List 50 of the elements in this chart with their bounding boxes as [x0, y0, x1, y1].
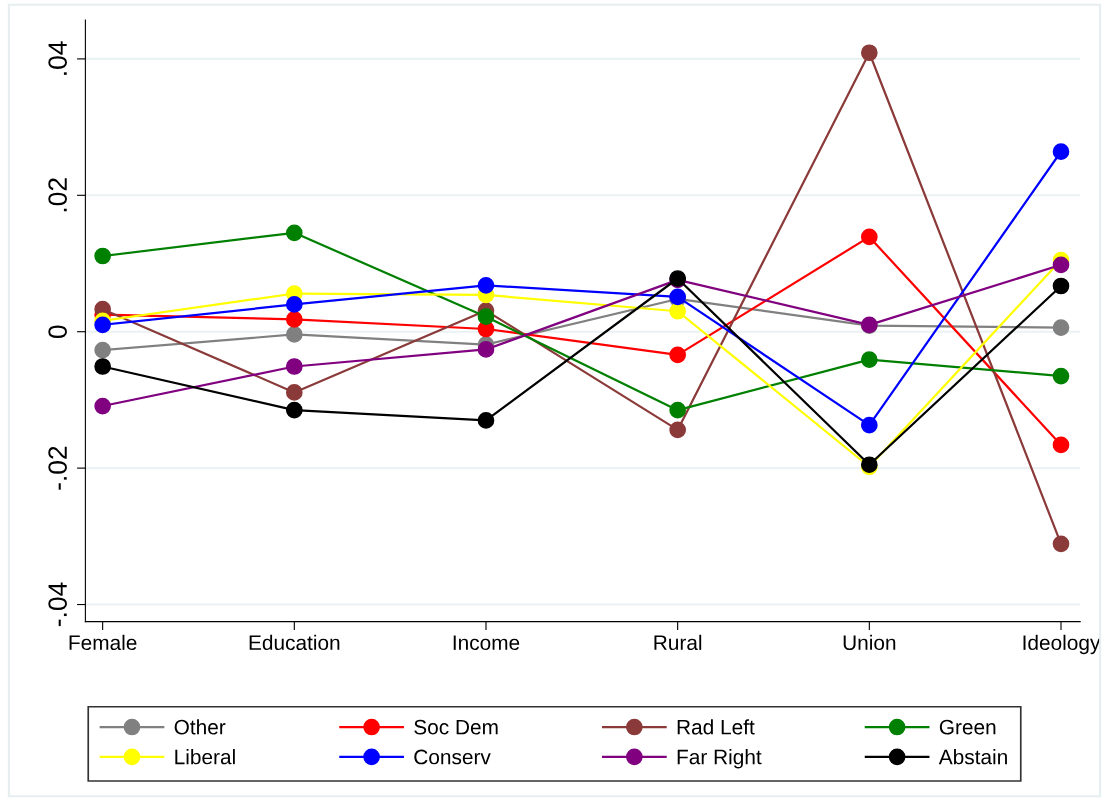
- point: [669, 401, 686, 419]
- point: [94, 397, 111, 415]
- point: [285, 296, 303, 313]
- point: [94, 316, 111, 334]
- point: [285, 224, 303, 242]
- point: [1052, 367, 1070, 385]
- legend-label: Soc Dem: [414, 719, 498, 735]
- point: [860, 44, 878, 62]
- point: [477, 308, 495, 326]
- point: [285, 358, 303, 375]
- x-tick-label: Ideology: [1023, 634, 1101, 655]
- y-tick-label: .04: [48, 41, 67, 75]
- point: [94, 247, 111, 265]
- x-tick-label: Female: [69, 634, 137, 651]
- point: [1052, 143, 1070, 160]
- x-tick-label: Education: [249, 634, 340, 651]
- point: [669, 421, 686, 439]
- legend-label: Conserv: [414, 749, 491, 765]
- legend-label: Rad Left: [677, 719, 755, 735]
- point: [285, 384, 303, 401]
- x-tick-label: Rural: [654, 634, 702, 651]
- point: [477, 412, 495, 429]
- y-tick-label: -.02: [48, 446, 67, 490]
- point: [669, 346, 686, 364]
- x-tick-label: Income: [453, 635, 520, 651]
- point: [860, 228, 878, 246]
- point: [1052, 535, 1070, 553]
- legend-label: Abstain: [938, 749, 1007, 765]
- point: [669, 302, 686, 320]
- point: [285, 401, 303, 419]
- point: [285, 311, 303, 328]
- point: [1052, 319, 1070, 336]
- legend-label: Far Right: [677, 749, 762, 769]
- point: [477, 277, 495, 294]
- point: [285, 326, 303, 343]
- y-tick-label: -.04: [48, 582, 67, 627]
- legend-label: Other: [174, 719, 226, 735]
- legend-label: Green: [939, 719, 996, 735]
- y-tick-label: 0: [48, 325, 67, 339]
- point: [1052, 277, 1070, 295]
- point: [860, 351, 878, 369]
- point: [1052, 436, 1070, 454]
- point: [860, 416, 878, 434]
- point: [94, 341, 111, 359]
- y-tick-label: .02: [48, 178, 67, 212]
- legend-label: Liberal: [175, 749, 235, 765]
- point: [477, 341, 495, 358]
- point: [94, 358, 111, 375]
- x-tick-label: Union: [843, 634, 896, 651]
- point: [1052, 256, 1070, 274]
